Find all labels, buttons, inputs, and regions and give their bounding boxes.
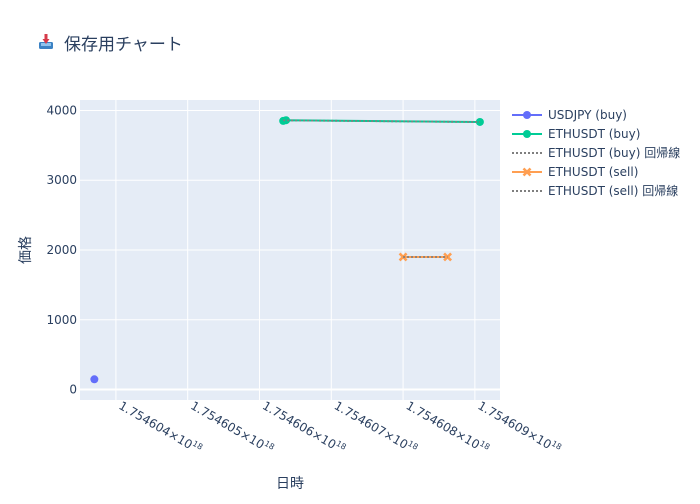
legend[interactable]: USDJPY (buy) ETHUSDT (buy) ETHUSDT (buy) 回… bbox=[512, 108, 680, 198]
y-tick-label: 3000 bbox=[46, 173, 77, 187]
y-tick-labels: 0 1000 2000 3000 4000 bbox=[46, 103, 77, 396]
inbox-tray-icon bbox=[39, 34, 53, 49]
legend-label: ETHUSDT (buy) bbox=[548, 127, 640, 141]
legend-item[interactable]: USDJPY (buy) bbox=[512, 108, 627, 122]
legend-item[interactable]: ETHUSDT (buy) bbox=[512, 127, 640, 141]
legend-item[interactable]: ETHUSDT (sell) 回帰線 bbox=[512, 183, 678, 198]
chart-title-group: 保存用チャート bbox=[39, 34, 183, 55]
legend-label: ETHUSDT (buy) 回帰線 bbox=[548, 145, 680, 160]
data-point bbox=[90, 375, 99, 384]
y-tick-label: 4000 bbox=[46, 103, 77, 117]
series-2 bbox=[283, 119, 480, 123]
legend-item[interactable]: ETHUSDT (sell) bbox=[512, 165, 638, 179]
legend-label: ETHUSDT (sell) 回帰線 bbox=[548, 183, 678, 198]
legend-label: USDJPY (buy) bbox=[548, 108, 627, 122]
legend-item[interactable]: ETHUSDT (buy) 回帰線 bbox=[512, 145, 680, 160]
data-point bbox=[398, 252, 408, 262]
legend-swatch-marker bbox=[523, 130, 531, 138]
data-point bbox=[282, 116, 291, 125]
series-line bbox=[283, 119, 480, 123]
chart-title: 保存用チャート bbox=[64, 35, 183, 55]
grid-lines bbox=[80, 100, 500, 400]
legend-swatch-marker bbox=[523, 111, 531, 119]
x-tick-labels: 1.754604×10181.754605×10181.754606×10181… bbox=[116, 398, 563, 451]
series-0 bbox=[90, 375, 99, 384]
legend-swatch-marker bbox=[522, 167, 532, 177]
y-tick-label: 1000 bbox=[46, 313, 77, 327]
legend-label: ETHUSDT (sell) bbox=[548, 165, 638, 179]
y-tick-label: 0 bbox=[69, 383, 77, 397]
y-tick-label: 2000 bbox=[46, 243, 77, 257]
x-axis-title: 日時 bbox=[276, 476, 304, 492]
y-axis-title: 価格 bbox=[18, 236, 34, 264]
series-layer bbox=[90, 116, 484, 384]
